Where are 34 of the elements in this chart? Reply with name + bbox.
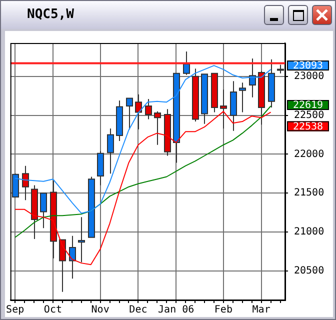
- x-tick-label: Sep: [6, 304, 24, 316]
- text: 23093: [292, 60, 324, 72]
- x-tick-label: Nov: [91, 304, 110, 316]
- x-tick-label: Mar: [252, 304, 270, 316]
- y-tick-label: 23000: [294, 71, 324, 82]
- candlestick: [126, 98, 133, 130]
- y-tick-label: 20500: [294, 265, 324, 276]
- candlestick: [249, 58, 256, 98]
- x-tick-label: Oct: [44, 304, 62, 316]
- candlestick: [220, 89, 227, 130]
- y-tick-label: 21000: [294, 226, 324, 238]
- chart-title: NQC5,W: [27, 7, 74, 22]
- x-tick-label: Feb: [214, 304, 232, 316]
- candlestick: [230, 80, 237, 132]
- candlestick: [69, 235, 76, 280]
- candlestick: [12, 173, 19, 198]
- candlestick: [40, 192, 47, 229]
- candlestick: [59, 239, 66, 292]
- candlestick: [154, 110, 161, 146]
- x-tick-label: Jan 06: [158, 304, 194, 316]
- candlestick: [97, 150, 104, 186]
- candlestick: [239, 82, 246, 113]
- candlestick: [135, 94, 142, 130]
- y-tick-label: 21500: [294, 188, 324, 199]
- y-tick-label: 22000: [294, 148, 324, 160]
- candlestick: [183, 51, 190, 76]
- text: 22538: [292, 121, 324, 132]
- candlestick: [107, 128, 114, 174]
- y-tick-label: 22500: [294, 110, 324, 121]
- candlestick: [22, 165, 29, 201]
- candlestick: [78, 216, 85, 263]
- x-tick-label: Dec: [129, 304, 148, 316]
- text: 22619: [292, 100, 324, 112]
- candlestick: [145, 98, 152, 120]
